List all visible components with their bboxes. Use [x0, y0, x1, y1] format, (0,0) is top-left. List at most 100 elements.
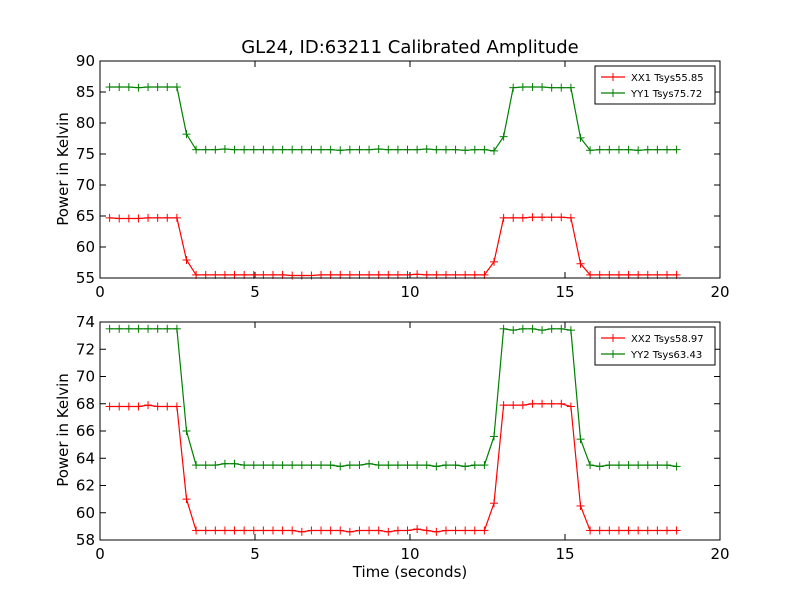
chart-1-series-2-point: [499, 132, 508, 141]
chart-2-y-tick-label: 66: [76, 422, 95, 440]
chart-1-series-2-point: [374, 145, 383, 154]
chart-1-series-2-point: [422, 145, 431, 154]
chart-1-series-2-point: [278, 145, 287, 154]
chart-2-x-tick-label: 5: [250, 545, 260, 563]
chart-1-series-2-point: [490, 146, 499, 155]
chart-2-series-1-point: [470, 526, 479, 535]
chart-2-series-1-point: [317, 526, 326, 535]
chart-2-series-1-point: [595, 526, 604, 535]
chart-2-series-2-point: [614, 461, 623, 470]
chart-2-series-1-point: [643, 526, 652, 535]
chart-1-series-1-point: [547, 213, 556, 222]
chart-1-series-2-point: [144, 83, 153, 92]
chart-1-series-2-point: [326, 145, 335, 154]
chart-2-series-1-point: [393, 526, 402, 535]
chart-2-series-2-point: [163, 324, 172, 333]
chart-2-series-2-point: [518, 324, 527, 333]
chart-1-series-2-point: [586, 146, 595, 155]
chart-2-series-1-point: [182, 495, 191, 504]
chart-1-series-2-point: [538, 83, 547, 92]
chart-2-series-2-point: [393, 461, 402, 470]
chart-1-series-1-point: [153, 213, 162, 222]
chart-2-series-2-point: [441, 461, 450, 470]
chart-1-plot-frame: [99, 60, 721, 279]
chart-2-series-2-point: [595, 462, 604, 471]
chart-2-series-2-point: [422, 461, 431, 470]
chart-2-x-tick-label: 0: [95, 545, 105, 563]
chart-1-legend-label: YY1 Tsys75.72: [630, 89, 702, 100]
chart-1-series-2-point: [403, 145, 412, 154]
chart-1-series-2-point: [220, 145, 229, 154]
chart-2-series-1-point: [201, 526, 210, 535]
chart-1-series-1-point: [490, 257, 499, 266]
chart-2-series-1-point: [259, 526, 268, 535]
chart-2-series-1-point: [432, 527, 441, 536]
chart-1-series-2-point: [432, 145, 441, 154]
chart-2-series-2-point: [336, 462, 345, 471]
chart-2-series-1-point: [547, 399, 556, 408]
chart-1-series-2-point: [461, 146, 470, 155]
chart-1-series-2-point: [557, 83, 566, 92]
chart-1-series-2-point: [124, 83, 133, 92]
chart-1-series-2-point: [268, 145, 277, 154]
chart-2-series-2-point: [672, 462, 681, 471]
chart-2-series-2-point: [576, 435, 585, 444]
chart-2-series-2-point: [172, 324, 181, 333]
chart-1-series-2-point: [605, 145, 614, 154]
chart-2-legend-entry: YY2 Tsys63.43: [601, 350, 702, 361]
chart-2-series-2-point: [365, 459, 374, 468]
chart-1-series-2-point: [172, 83, 181, 92]
chart-1-y-tick-label: 90: [76, 52, 95, 70]
chart-1-series-2-point: [230, 145, 239, 154]
chart-2-series-2-point: [653, 461, 662, 470]
chart-2-x-tick-label: 15: [555, 545, 574, 563]
chart-1-series-1-point: [518, 213, 527, 222]
chart-2-legend-box: [594, 326, 716, 366]
chart-1-series-1-point: [528, 213, 537, 222]
chart-1-series-2-point: [518, 83, 527, 92]
chart-2-y-axis-label: Power in Kelvin: [54, 373, 72, 487]
chart-2-series-1-point: [211, 526, 220, 535]
chart-2-series-2-point: [288, 461, 297, 470]
chart-1-series-2-point: [528, 83, 537, 92]
chart-2-series-2-point: [230, 459, 239, 468]
chart-2-series-2-point: [432, 462, 441, 471]
chart-2-series-2-point: [259, 461, 268, 470]
chart-2-plot-frame: [99, 321, 721, 541]
chart-1-series-1-point: [124, 214, 133, 223]
chart-1-series-2-point: [355, 145, 364, 154]
chart-1-series-1-point: [413, 270, 422, 279]
chart-2-series-2-point: [557, 324, 566, 333]
chart-1-series-2-point: [653, 145, 662, 154]
chart-2-series-1-point: [518, 401, 527, 410]
chart-1-series-2-point: [134, 83, 143, 92]
chart-1-series-2-point: [566, 83, 575, 92]
chart-1-series-2-point: [480, 145, 489, 154]
chart-1-series-2-point: [509, 83, 518, 92]
chart-2-series-2-point: [413, 461, 422, 470]
chart-1-series-2-point: [576, 133, 585, 142]
chart-1-series-2-point: [634, 146, 643, 155]
chart-1-y-tick-label: 60: [76, 238, 95, 256]
chart-1-series-1-point: [172, 213, 181, 222]
chart-2-series-2-point: [240, 461, 249, 470]
chart-2-series-1-point: [249, 526, 258, 535]
chart-2-series-2-point: [278, 461, 287, 470]
chart-2-y-tick-label: 74: [76, 313, 95, 331]
chart-2-series-2-point: [528, 324, 537, 333]
chart-2-x-tick-label: 20: [710, 545, 729, 563]
chart-2-y-tick-label: 70: [76, 368, 95, 386]
chart-1-x-tick-label: 5: [250, 283, 260, 301]
chart-2-series-2-point: [192, 461, 201, 470]
chart-2-series-1-point: [605, 526, 614, 535]
chart-1-series-2-point: [153, 83, 162, 92]
chart-2-series-2-point: [461, 462, 470, 471]
chart-2-series-2-point: [547, 324, 556, 333]
chart-2-series-1-point: [268, 526, 277, 535]
chart-1-series-2-point: [336, 146, 345, 155]
chart-2-legend-label: XX2 Tsys58.97: [631, 334, 704, 345]
chart-1-x-tick-label: 20: [710, 283, 729, 301]
chart-1-series-2-point: [662, 145, 671, 154]
chart-2-series-2-point: [317, 461, 326, 470]
chart-2-y-tick-label: 60: [76, 504, 95, 522]
